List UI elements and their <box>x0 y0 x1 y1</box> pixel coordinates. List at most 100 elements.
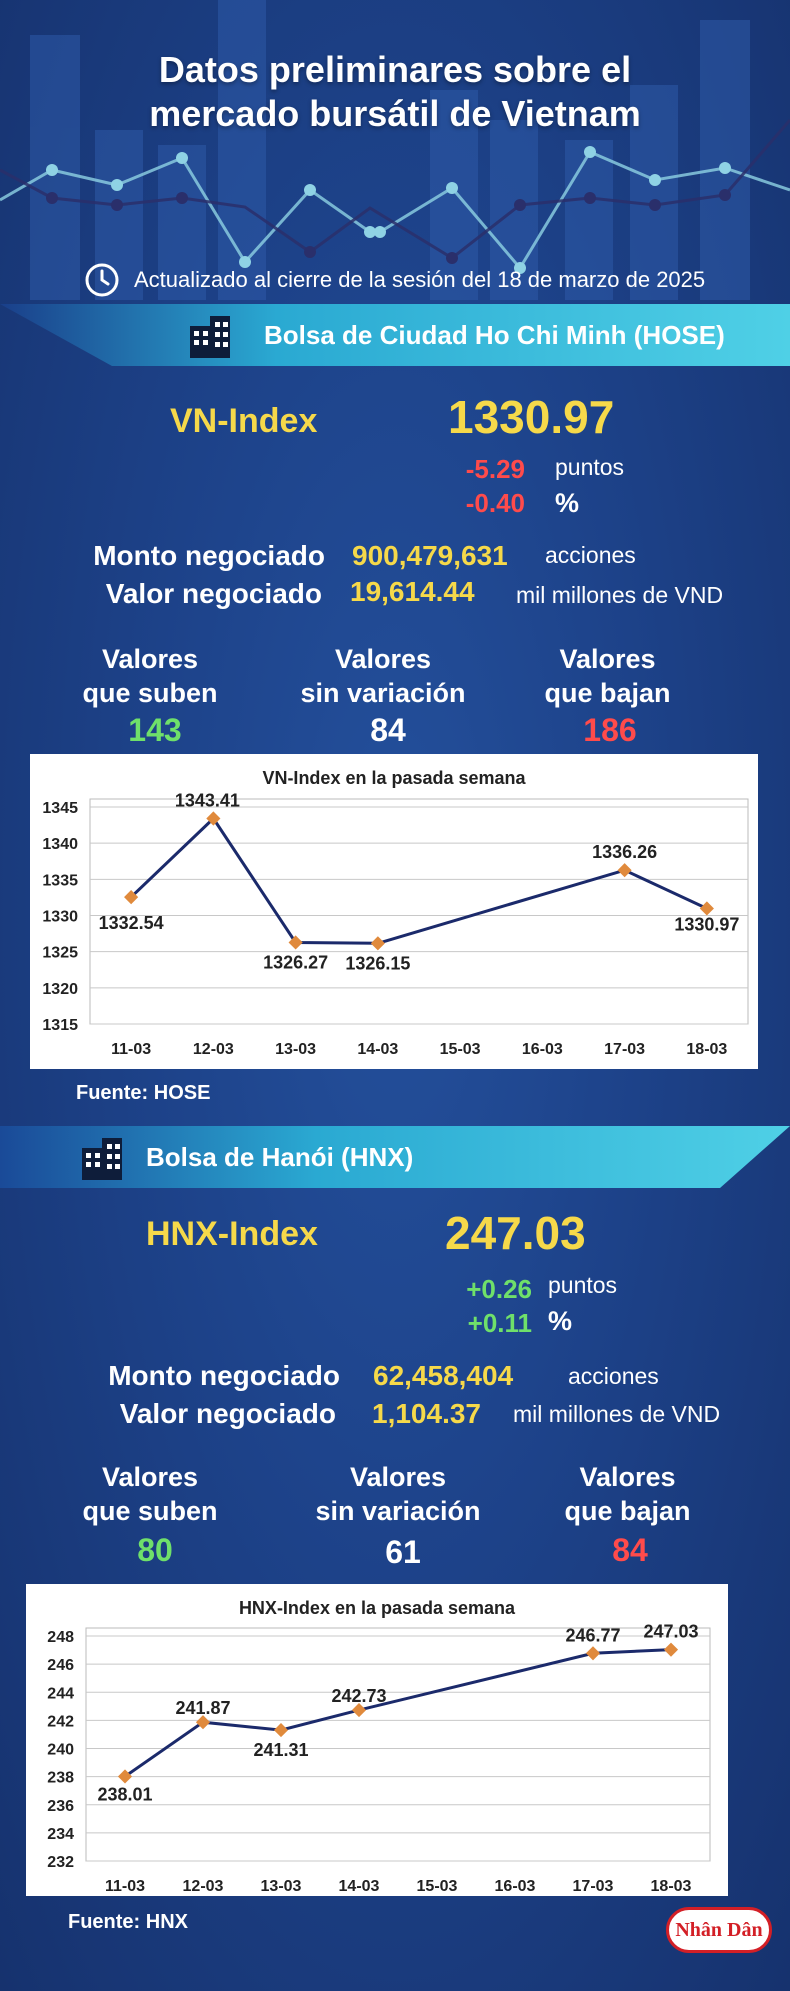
hnx-down-heading-line2: que bajan <box>564 1496 691 1526</box>
x-tick-label: 12-03 <box>183 1878 224 1895</box>
y-tick-label: 1340 <box>42 836 78 853</box>
data-label: 1332.54 <box>99 913 164 933</box>
vn-volume-label: Monto negociado <box>93 540 325 571</box>
hose-banner-title: Bolsa de Ciudad Ho Chi Minh (HOSE) <box>264 320 725 350</box>
vn-index-chart: VN-Index en la pasada semana 1345 1340 1335… <box>30 754 758 1069</box>
hnx-flat-heading-line2: sin variación <box>315 1496 481 1526</box>
vn-flat-heading-line2: sin variación <box>300 678 466 708</box>
vn-change-points: -5.29 <box>465 454 525 484</box>
y-tick-label: 246 <box>47 1657 74 1674</box>
vn-up-count: 143 <box>128 712 182 748</box>
x-tick-label: 17-03 <box>604 1041 645 1058</box>
hnx-volume-label: Monto negociado <box>108 1360 340 1391</box>
building-icon <box>82 1138 122 1180</box>
hnx-change-pct: +0.11 <box>467 1308 532 1338</box>
plot-area <box>89 798 749 1025</box>
hnx-change-pct-unit: % <box>548 1306 573 1336</box>
hnx-flat-heading-line1: Valores <box>349 1462 447 1492</box>
vn-flat-heading: Valores sin variación <box>283 642 483 710</box>
hnx-banner-title: Bolsa de Hanói (HNX) <box>146 1142 414 1172</box>
y-tick-label: 238 <box>47 1770 74 1787</box>
data-point <box>585 1646 601 1661</box>
x-tick-label: 17-03 <box>573 1878 614 1895</box>
data-label: 246.77 <box>565 1625 620 1645</box>
data-label: 1330.97 <box>674 914 739 934</box>
series-line <box>130 816 708 945</box>
hnx-banner-bar <box>0 1126 790 1188</box>
y-tick-label: 240 <box>47 1742 74 1759</box>
hnx-value-value: 1,104.37 <box>372 1398 481 1429</box>
vn-value-value: 19,614.44 <box>350 576 475 607</box>
clock-icon <box>85 263 119 297</box>
data-label: 242.73 <box>331 1686 386 1706</box>
data-point <box>370 936 385 951</box>
data-label: 1326.15 <box>345 953 410 973</box>
x-tick-label: 16-03 <box>495 1878 536 1895</box>
vn-up-heading-line2: que suben <box>82 678 218 708</box>
y-tick-label: 236 <box>47 1798 74 1815</box>
hnx-up-heading-line1: Valores <box>101 1462 199 1492</box>
update-note: Actualizado al cierre de la sesión del 1… <box>84 262 705 298</box>
vn-change-pct-unit: % <box>555 488 580 518</box>
data-point <box>663 1642 679 1657</box>
x-tick-label: 13-03 <box>261 1878 302 1895</box>
vn-index-value: 1330.97 <box>448 391 615 443</box>
vn-value-label: Valor negociado <box>105 578 322 609</box>
page-title: Datos preliminares sobre el mercado burs… <box>0 48 790 136</box>
vn-change-points-unit: puntos <box>555 454 625 480</box>
y-tick-label: 1330 <box>42 909 78 926</box>
data-point <box>699 901 714 916</box>
hnx-banner: Bolsa de Hanói (HNX) <box>0 1126 790 1188</box>
update-text: Actualizado al cierre de la sesión del 1… <box>134 267 706 292</box>
data-point <box>351 1703 367 1718</box>
hnx-up-count: 80 <box>137 1532 173 1568</box>
hnx-change-points: +0.26 <box>466 1274 532 1304</box>
header: Datos preliminares sobre el mercado burs… <box>0 0 790 300</box>
hnx-index-label: HNX-Index <box>146 1215 318 1253</box>
x-tick-label: 15-03 <box>417 1878 458 1895</box>
x-tick-label: 16-03 <box>522 1041 563 1058</box>
vn-flat-count: 84 <box>370 712 406 748</box>
data-point <box>273 1723 289 1738</box>
y-tick-label: 248 <box>47 1629 74 1646</box>
title-line-1: Datos preliminares sobre el <box>158 49 632 90</box>
vn-volume-unit: acciones <box>545 542 636 568</box>
hnx-down-count: 84 <box>612 1532 648 1568</box>
hnx-up-heading-line2: que suben <box>82 1496 218 1526</box>
data-point <box>617 863 632 878</box>
hnx-index-chart: HNX-Index en la pasada semana 248 246 244 24… <box>26 1584 728 1896</box>
y-tick-label: 1335 <box>42 872 78 889</box>
hnx-flat-count: 61 <box>385 1534 421 1570</box>
data-point <box>288 935 303 950</box>
y-tick-label: 242 <box>47 1713 74 1730</box>
data-point <box>117 1769 133 1784</box>
hnx-down-heading: Valores que bajan <box>540 1460 715 1528</box>
hnx-flat-heading: Valores sin variación <box>298 1460 498 1528</box>
vn-volume-value: 900,479,631 <box>352 540 508 571</box>
data-point <box>195 1715 211 1730</box>
x-tick-label: 12-03 <box>193 1041 234 1058</box>
chart-title: VN-Index en la pasada semana <box>262 768 526 788</box>
chart-title: HNX-Index en la pasada semana <box>239 1598 516 1618</box>
hnx-value-label: Valor negociado <box>119 1398 336 1429</box>
x-tick-label: 18-03 <box>686 1041 727 1058</box>
y-tick-label: 1325 <box>42 945 78 962</box>
vn-index-chart-svg: VN-Index en la pasada semana 1345 1340 1335… <box>42 768 749 1058</box>
hnx-value-unit: mil millones de VND <box>513 1401 721 1427</box>
header-decoration <box>0 0 790 300</box>
hnx-change-points-unit: puntos <box>548 1272 618 1298</box>
y-tick-label: 1315 <box>42 1017 78 1034</box>
data-label: 247.03 <box>643 1622 698 1642</box>
vn-down-heading-line2: que bajan <box>544 678 671 708</box>
vn-index-label: VN-Index <box>170 402 318 440</box>
hnx-source: Fuente: HNX <box>68 1911 188 1933</box>
series-line <box>124 1648 672 1778</box>
x-tick-label: 14-03 <box>357 1041 398 1058</box>
building-icon <box>190 316 230 358</box>
plot-area <box>85 1627 711 1862</box>
vn-change-pct: -0.40 <box>465 488 525 518</box>
x-tick-label: 18-03 <box>651 1878 692 1895</box>
hnx-up-heading: Valores que suben <box>60 1460 240 1528</box>
x-tick-label: 11-03 <box>105 1878 145 1895</box>
